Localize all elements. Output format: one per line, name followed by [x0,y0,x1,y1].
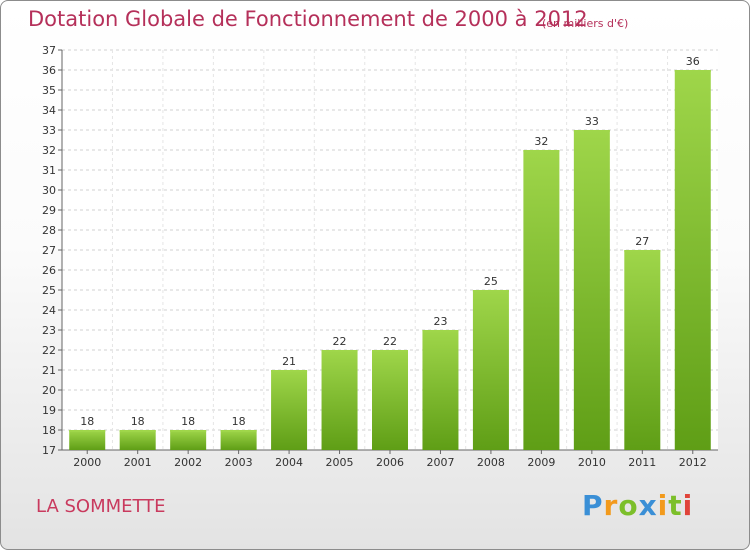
y-tick-label: 18 [42,424,56,437]
bar-top [119,430,156,432]
data-label: 33 [585,115,599,128]
logo-letter: r [603,489,619,522]
bar [271,370,308,450]
y-tick-label: 26 [42,264,56,277]
data-label: 22 [333,335,347,348]
bar-top [422,330,459,332]
chart-subtitle: (en milliers d'€) [542,17,629,30]
bar-top [573,130,610,132]
bar-top [472,290,509,292]
bar [422,330,459,450]
proxiti-logo: Proxiti [582,489,693,522]
bar-top [523,150,560,152]
x-tick-label: 2003 [225,456,253,469]
x-tick-label: 2002 [174,456,202,469]
y-tick-label: 32 [42,144,56,157]
y-tick-label: 20 [42,384,56,397]
y-tick-label: 24 [42,304,56,317]
bar-top [372,350,408,352]
bar-top [271,370,308,372]
bar-top [170,430,207,432]
commune-name: LA SOMMETTE [36,496,166,517]
x-tick-label: 2007 [426,456,454,469]
y-tick-label: 25 [42,284,56,297]
bar [170,430,207,450]
y-tick-label: 35 [42,84,56,97]
chart-title: Dotation Globale de Fonctionnement de 20… [28,7,588,31]
y-tick-label: 23 [42,324,56,337]
bar-top [624,250,661,252]
y-tick-label: 21 [42,364,56,377]
x-tick-label: 2010 [578,456,606,469]
data-label: 25 [484,275,498,288]
x-tick-label: 2005 [326,456,354,469]
bar [220,430,257,450]
logo-letter: i [657,489,669,522]
y-tick-label: 29 [42,204,56,217]
data-label: 23 [433,315,447,328]
x-tick-label: 2004 [275,456,303,469]
x-tick-label: 2008 [477,456,505,469]
logo-letter: o [618,489,639,522]
logo-letter: x [638,489,658,522]
bar [573,130,610,450]
x-tick-label: 2000 [73,456,101,469]
y-tick-label: 36 [42,64,56,77]
bar [674,70,711,450]
y-tick-label: 31 [42,164,56,177]
bar [119,430,156,450]
y-tick-label: 37 [42,44,56,57]
bar-top [220,430,257,432]
data-label: 22 [383,335,397,348]
y-tick-label: 19 [42,404,56,417]
data-label: 36 [686,55,700,68]
data-label: 27 [635,235,649,248]
logo-letter: t [668,489,683,522]
x-tick-label: 2006 [376,456,404,469]
logo-letter: P [582,489,604,522]
data-label: 18 [131,415,145,428]
logo-letter: i [682,489,694,522]
data-label: 32 [534,135,548,148]
y-tick-label: 22 [42,344,56,357]
bar [472,290,509,450]
y-tick-label: 27 [42,244,56,257]
y-tick-label: 33 [42,124,56,137]
data-label: 18 [181,415,195,428]
bar [372,350,408,450]
y-tick-label: 34 [42,104,56,117]
bar-top [69,430,106,432]
y-tick-label: 17 [42,444,56,457]
x-tick-label: 2012 [679,456,707,469]
y-tick-label: 30 [42,184,56,197]
data-label: 21 [282,355,296,368]
x-tick-label: 2001 [124,456,152,469]
data-label: 18 [232,415,246,428]
bar [523,150,560,450]
bar-top [674,70,711,72]
bar-top [321,350,358,352]
bar [69,430,106,450]
x-tick-label: 2009 [527,456,555,469]
bar [624,250,661,450]
y-tick-label: 28 [42,224,56,237]
x-tick-label: 2011 [628,456,656,469]
data-label: 18 [80,415,94,428]
bar [321,350,358,450]
